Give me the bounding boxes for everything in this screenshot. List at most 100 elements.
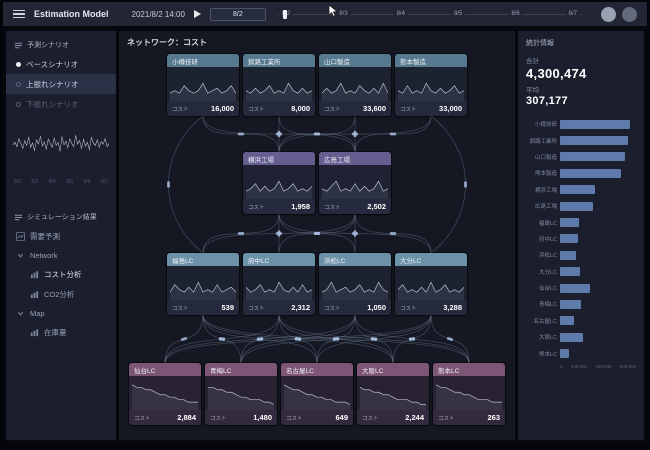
- node-footer: コスト2,502: [319, 199, 391, 214]
- timeline-track-line: [277, 14, 582, 16]
- flow-marker: [352, 133, 358, 136]
- flow-marker: [371, 337, 378, 340]
- sidebar-result-item[interactable]: CO2分析: [6, 284, 116, 304]
- user-avatar-2[interactable]: [622, 7, 637, 22]
- user-avatar-1[interactable]: [601, 7, 616, 22]
- node-cost-value: 539: [221, 303, 234, 312]
- network-node[interactable]: 山口製造コスト33,600: [319, 54, 391, 116]
- top-bar: Estimation Model 2021/8/2 14:00 8/2 8/28…: [3, 2, 647, 28]
- node-footer: コスト33,600: [319, 101, 391, 116]
- node-cost-value: 1,958: [291, 202, 310, 211]
- sidebar-result-item[interactable]: 在庫量: [6, 322, 116, 342]
- stat-bar-label: 浜松LC: [526, 251, 560, 259]
- sparkline-tick-label: 8/6: [84, 179, 91, 185]
- flow-marker: [333, 337, 340, 340]
- menu-icon[interactable]: [13, 10, 25, 19]
- scenario-item-label: 上振れシナリオ: [26, 79, 79, 90]
- axis-tick-label: 600,000: [620, 364, 636, 369]
- stat-bar-label: 熊本LC: [526, 350, 560, 358]
- flow-marker: [333, 337, 340, 340]
- node-cost-label: コスト: [172, 304, 189, 312]
- node-title: 広島工場: [319, 152, 391, 165]
- node-title: 大分LC: [395, 253, 467, 266]
- stat-bar[interactable]: [560, 316, 574, 325]
- stat-bar-track: [560, 300, 636, 309]
- result-item-label: Map: [30, 309, 45, 318]
- sidebar-result-item[interactable]: Map: [6, 304, 116, 322]
- stat-bar-track: [560, 136, 636, 145]
- stat-bar-label: 青梅LC: [526, 300, 560, 308]
- node-sparkline-chart: [243, 67, 315, 101]
- network-node[interactable]: 仙台LCコスト2,884: [129, 363, 201, 425]
- stats-panel: 統計情報 合計 4,300,474 平均 307,177 小樽技研釧路工業所山口…: [518, 31, 644, 440]
- stat-bar[interactable]: [560, 284, 590, 293]
- flow-marker: [295, 337, 302, 340]
- app-title: Estimation Model: [34, 9, 109, 19]
- scenario-item[interactable]: 下振れシナリオ: [6, 94, 116, 114]
- sidebar-result-item[interactable]: 需要予測: [6, 226, 116, 246]
- node-cost-label: コスト: [324, 304, 341, 312]
- stat-bar[interactable]: [560, 300, 581, 309]
- timeline-slider[interactable]: 8/28/38/48/58/68/7: [277, 6, 582, 22]
- stat-bar-row: 山口製造: [526, 149, 636, 165]
- network-node[interactable]: 大阪LCコスト2,244: [357, 363, 429, 425]
- stat-bar[interactable]: [560, 169, 621, 178]
- network-node[interactable]: 小樽技研コスト16,000: [167, 54, 239, 116]
- scenario-item[interactable]: 上振れシナリオ: [6, 74, 116, 94]
- network-node[interactable]: 熊本製造コスト33,000: [395, 54, 467, 116]
- stat-bar[interactable]: [560, 136, 628, 145]
- network-node[interactable]: 広島工場コスト2,502: [319, 152, 391, 214]
- network-node[interactable]: 熊本LCコスト263: [433, 363, 505, 425]
- flow-marker: [238, 232, 245, 235]
- stat-bar-row: 福島LC: [526, 214, 636, 230]
- node-cost-label: コスト: [324, 203, 341, 211]
- stat-bar-row: 横浜工場: [526, 182, 636, 198]
- node-title: 熊本LC: [433, 363, 505, 376]
- network-node[interactable]: 横浜工場コスト1,958: [243, 152, 315, 214]
- flow-marker: [464, 181, 467, 187]
- stat-bar[interactable]: [560, 267, 580, 276]
- stat-bar[interactable]: [560, 120, 630, 129]
- node-title: 釧路工業所: [243, 54, 315, 67]
- network-node[interactable]: 浜松LCコスト1,050: [319, 253, 391, 315]
- stat-bar[interactable]: [560, 185, 595, 194]
- sidebar-result-item[interactable]: コスト分析: [6, 264, 116, 284]
- stat-bar-track: [560, 267, 636, 276]
- network-node[interactable]: 福島LCコスト539: [167, 253, 239, 315]
- network-node[interactable]: 釧路工業所コスト8,000: [243, 54, 315, 116]
- stat-bar-label: 釧路工業所: [526, 137, 560, 145]
- radio-icon: [16, 62, 21, 67]
- network-node[interactable]: 府中LCコスト2,312: [243, 253, 315, 315]
- sidebar-result-item[interactable]: Network: [6, 246, 116, 264]
- node-title: 浜松LC: [319, 253, 391, 266]
- stat-bar-row: 仙台LC: [526, 280, 636, 296]
- node-footer: コスト3,288: [395, 300, 467, 315]
- node-cost-value: 8,000: [291, 104, 310, 113]
- scenario-sparkline-chart: 8/28/38/48/58/68/7: [13, 126, 109, 185]
- stat-bar[interactable]: [560, 349, 569, 358]
- node-title: 大阪LC: [357, 363, 429, 376]
- network-node[interactable]: 大分LC コスト3,288: [395, 253, 467, 315]
- stat-bar-row: 広島工場: [526, 198, 636, 214]
- stat-bar[interactable]: [560, 202, 593, 211]
- node-cost-label: コスト: [324, 105, 341, 113]
- stat-bar[interactable]: [560, 333, 583, 342]
- network-node[interactable]: 名古屋LCコスト649: [281, 363, 353, 425]
- stat-bar-track: [560, 218, 636, 227]
- results-section-header: シミュレーション結果: [6, 207, 116, 226]
- play-button[interactable]: [194, 10, 201, 18]
- flow-marker: [390, 133, 396, 136]
- radio-icon: [16, 102, 21, 107]
- node-cost-value: 33,000: [439, 104, 462, 113]
- stat-bar[interactable]: [560, 234, 578, 243]
- chart-bar-icon: [30, 290, 39, 299]
- timeline-handle[interactable]: [283, 10, 287, 19]
- scenario-item[interactable]: ベースシナリオ: [6, 54, 116, 74]
- stat-bar[interactable]: [560, 251, 576, 260]
- stat-bar[interactable]: [560, 152, 625, 161]
- network-node[interactable]: 青梅LCコスト1,480: [205, 363, 277, 425]
- stat-bar[interactable]: [560, 218, 579, 227]
- stats-panel-title: 統計情報: [526, 38, 636, 48]
- node-sparkline-chart: [319, 266, 391, 300]
- flow-marker: [333, 337, 340, 340]
